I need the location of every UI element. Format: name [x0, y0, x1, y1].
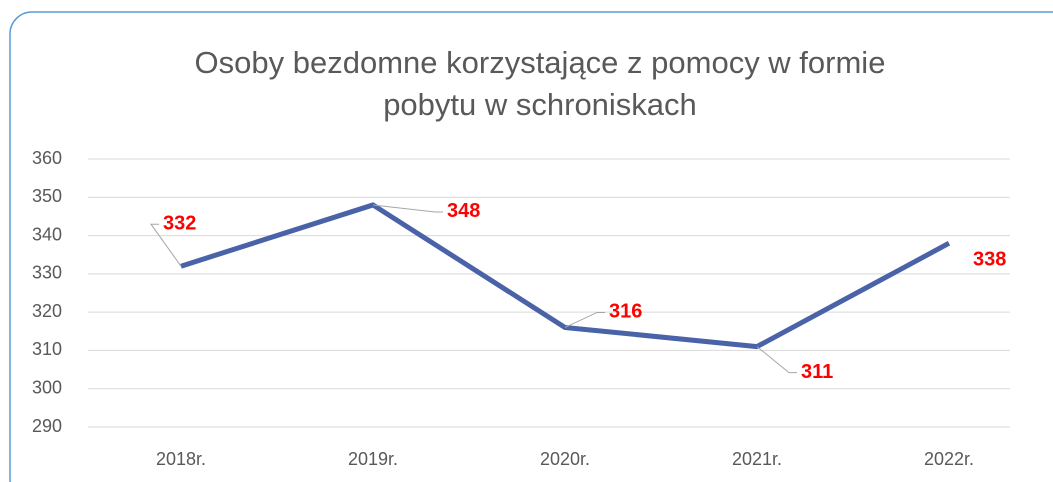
y-tick-label: 350 [32, 186, 62, 206]
data-label: 338 [973, 249, 1006, 271]
leader-line [756, 346, 797, 374]
y-tick-label: 300 [32, 377, 62, 397]
x-tick-label: 2019r. [348, 449, 398, 469]
x-tick-label: 2020r. [540, 449, 590, 469]
data-label: 332 [163, 212, 196, 234]
y-tick-label: 310 [32, 339, 62, 359]
leader-line [150, 223, 182, 267]
x-tick-label: 2021r. [732, 449, 782, 469]
data-label: 348 [447, 200, 480, 222]
x-tick-label: 2018r. [156, 449, 206, 469]
chart-frame [9, 11, 1053, 482]
data-label: 311 [801, 361, 833, 383]
data-label: 316 [609, 301, 642, 323]
leader-line [372, 204, 443, 213]
leader-line [564, 311, 605, 328]
y-tick-label: 360 [32, 148, 62, 168]
y-tick-label: 290 [32, 416, 62, 436]
y-tick-label: 330 [32, 263, 62, 283]
chart-title: Osoby bezdomne korzystające z pomocy w f… [194, 45, 886, 122]
y-tick-label: 320 [32, 301, 62, 321]
y-tick-label: 340 [32, 224, 62, 244]
x-tick-label: 2022r. [924, 449, 974, 469]
